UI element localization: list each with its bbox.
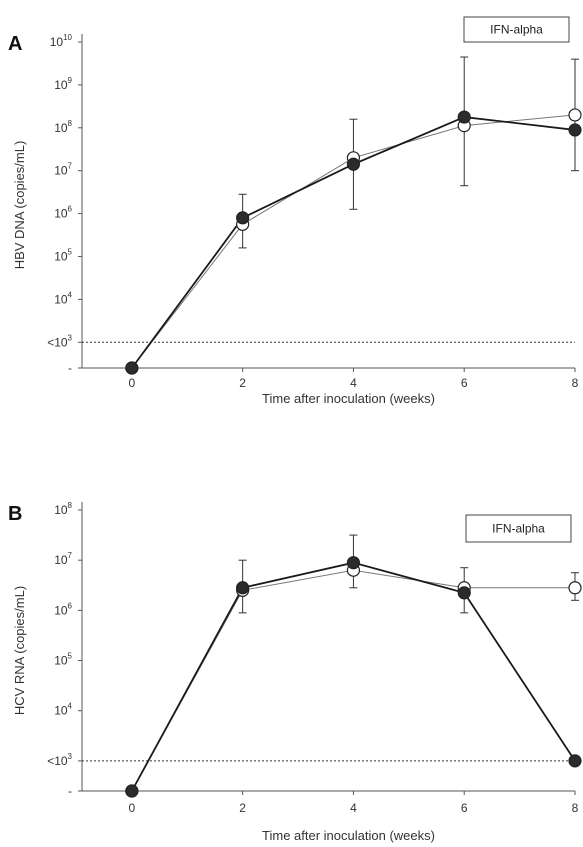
y-tick-label: 106: [54, 601, 72, 617]
y-tick-base: <10: [47, 754, 68, 768]
y-tick-base: 10: [54, 121, 68, 135]
y-tick-label: 108: [54, 501, 72, 517]
y-tick-exponent: 5: [68, 652, 73, 661]
y-tick-exponent: 3: [68, 752, 73, 761]
y-tick-base: 10: [54, 553, 68, 567]
x-tick-label: 6: [461, 376, 468, 390]
legend-label: IFN-alpha: [490, 23, 543, 37]
y-tick-base: 10: [54, 292, 68, 306]
y-tick-label: 108: [54, 119, 72, 135]
y-tick-label: 107: [54, 551, 72, 567]
y-tick-exponent: 4: [68, 290, 73, 299]
y-tick-label: 106: [54, 205, 72, 221]
y-tick-base: 10: [54, 503, 68, 517]
x-tick-label: 8: [572, 376, 579, 390]
y-tick-base: 10: [54, 603, 68, 617]
legend-box: [463, 16, 570, 43]
y-tick-base: 10: [54, 78, 68, 92]
panel-letter: A: [8, 33, 22, 55]
y-tick-exponent: 5: [68, 247, 73, 256]
data-point-filled: [236, 211, 250, 225]
x-tick-label: 0: [129, 801, 136, 815]
data-point-filled: [346, 556, 361, 570]
y-tick-exponent: 6: [68, 205, 73, 214]
y-axis-label: HCV RNA (copies/mL): [12, 586, 27, 715]
y-tick-label: 105: [54, 247, 72, 263]
y-tick-exponent: 6: [68, 601, 73, 610]
y-tick-exponent: 10: [63, 33, 72, 42]
data-point-filled: [346, 157, 361, 171]
y-tick-base: <10: [47, 335, 68, 349]
y-tick-exponent: 3: [68, 333, 73, 342]
y-tick-label: 104: [54, 702, 72, 718]
data-point-filled: [236, 581, 250, 595]
y-tick-exponent: 8: [68, 501, 73, 510]
data-point-filled: [125, 361, 139, 375]
data-point-open: [568, 581, 582, 595]
y-tick-label: 109: [54, 76, 72, 92]
series-line-open: [131, 569, 575, 792]
panel-letter: B: [8, 503, 22, 525]
y-tick-label: 105: [54, 652, 72, 668]
data-point-filled: [457, 586, 471, 600]
y-axis-label: HBV DNA (copies/mL): [12, 141, 27, 270]
y-tick-label: <103: [47, 333, 72, 349]
series-line-filled: [131, 561, 576, 792]
x-tick-label: 8: [572, 801, 579, 815]
y-tick-label: 1010: [50, 33, 73, 49]
x-tick-label: 6: [461, 801, 468, 815]
x-tick-label: 2: [239, 376, 246, 390]
y-tick-base: 10: [54, 249, 68, 263]
y-tick-exponent: 4: [68, 702, 73, 711]
x-axis-label: Time after inoculation (weeks): [262, 828, 435, 843]
y-tick-base: -: [68, 784, 72, 798]
x-tick-label: 2: [239, 801, 246, 815]
x-tick-label: 4: [350, 801, 357, 815]
data-point-filled: [568, 123, 582, 137]
legend-label: IFN-alpha: [492, 522, 545, 536]
y-tick-exponent: 7: [68, 551, 73, 560]
x-tick-label: 4: [350, 376, 357, 390]
y-tick-label: -: [68, 784, 72, 798]
y-tick-label: 104: [54, 290, 72, 306]
data-point-filled: [457, 110, 471, 124]
x-axis-label: Time after inoculation (weeks): [262, 391, 435, 406]
y-tick-exponent: 8: [68, 119, 73, 128]
y-tick-base: -: [68, 361, 72, 375]
y-tick-label: -: [68, 361, 72, 375]
y-tick-exponent: 7: [68, 162, 73, 171]
y-tick-base: 10: [54, 164, 68, 178]
y-tick-exponent: 9: [68, 76, 73, 85]
y-tick-base: 10: [54, 704, 68, 718]
y-tick-base: 10: [54, 654, 68, 668]
x-tick-label: 0: [129, 376, 136, 390]
y-tick-label: <103: [47, 752, 72, 768]
y-tick-label: 107: [54, 162, 72, 178]
data-point-filled: [568, 754, 582, 768]
y-tick-base: 10: [54, 207, 68, 221]
y-tick-base: 10: [50, 35, 64, 49]
data-point-filled: [125, 784, 139, 798]
data-point-open: [568, 108, 582, 122]
legend-box: [465, 514, 572, 543]
